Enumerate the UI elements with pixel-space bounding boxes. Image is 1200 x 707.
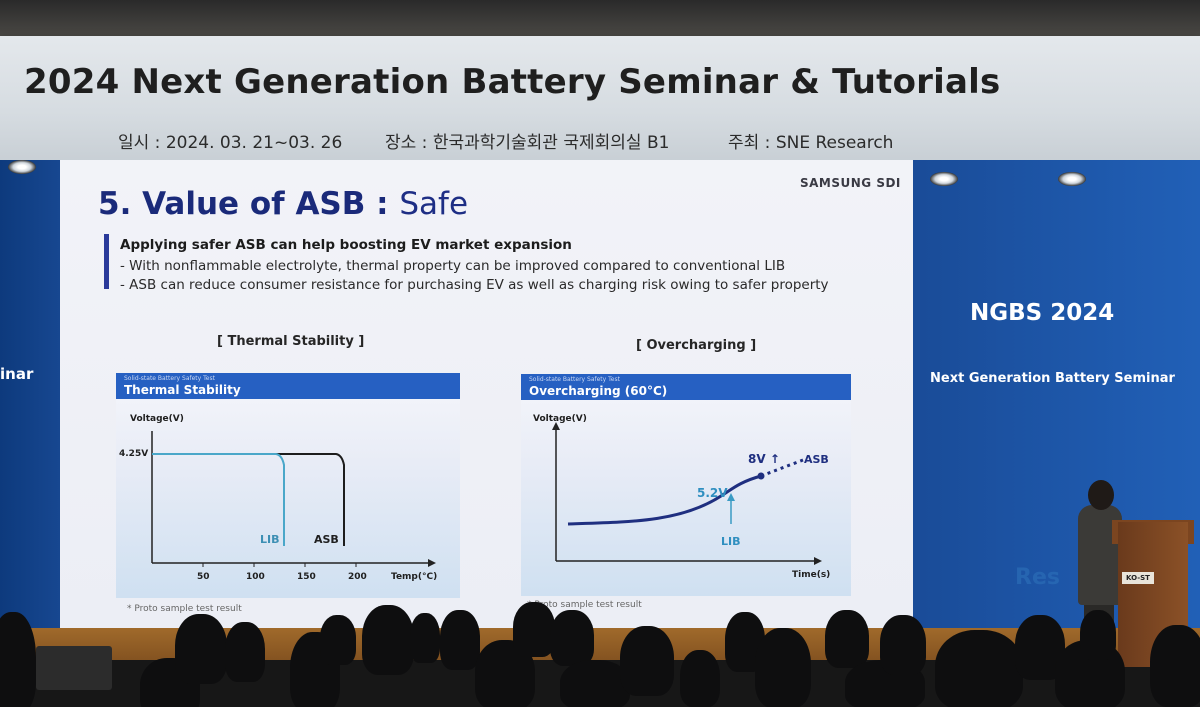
- up-arrow-icon: [727, 493, 735, 501]
- ceiling: [0, 0, 1200, 40]
- asb-voltage-label: 8V ↑: [748, 452, 780, 466]
- event-banner: [0, 36, 1200, 162]
- audience-head: [320, 615, 356, 665]
- audience-head: [1150, 625, 1200, 707]
- banner-venue: 장소 : 한국과학기술회관 국제회의실 B1: [385, 133, 670, 153]
- x-tick-label: 200: [348, 572, 367, 582]
- audience-head: [225, 622, 265, 682]
- slide-bullet: - With nonflammable electrolyte, thermal…: [120, 258, 786, 274]
- y-axis-label: Voltage(V): [533, 414, 587, 424]
- presenter-head: [1088, 480, 1114, 510]
- stage-light-icon: [930, 172, 958, 186]
- panel-header-label: Overcharging (60°C): [529, 384, 668, 398]
- x-axis-label: Time(s): [792, 570, 831, 580]
- x-axis-arrow-icon: [814, 557, 822, 565]
- slide-bullet: - ASB can reduce consumer resistance for…: [120, 277, 829, 293]
- audience-head: [440, 610, 480, 670]
- podium-badge: KO-ST: [1122, 572, 1154, 584]
- lib-line: [152, 453, 285, 546]
- ngbs-subtitle: Next Generation Battery Seminar: [930, 371, 1175, 386]
- slide-title-sub: Safe: [399, 186, 469, 222]
- x-tick-label: 100: [246, 572, 265, 582]
- stage-monitor-speaker: [36, 646, 112, 690]
- panel-header-label: Thermal Stability: [124, 383, 241, 397]
- screen-left-edge-text: inar: [0, 365, 34, 383]
- stage-light-icon: [8, 160, 36, 174]
- audience-head: [362, 605, 414, 675]
- ngbs-title: NGBS 2024: [970, 300, 1115, 326]
- series-label-lib: LIB: [721, 535, 741, 548]
- y-axis-label: Voltage(V): [130, 414, 184, 424]
- charge-curve: [567, 474, 762, 526]
- asb-point: [757, 472, 765, 480]
- asb-dotted-extension: [760, 458, 804, 478]
- slide-title-colon: :: [365, 186, 400, 222]
- stage-light-icon: [1058, 172, 1086, 186]
- banner-title: 2024 Next Generation Battery Seminar & T…: [24, 62, 1001, 102]
- thermal-chart-svg: [151, 431, 436, 567]
- slide-headline: Applying safer ASB can help boosting EV …: [120, 237, 572, 253]
- screen-brand-text: Res: [1015, 565, 1060, 590]
- banner-date: 일시 : 2024. 03. 21~03. 26: [118, 133, 343, 153]
- audience-head: [550, 610, 594, 666]
- thermal-chart-panel: Solid-state Battery Safety Test Thermal …: [116, 373, 460, 598]
- chart-caption: [ Overcharging ]: [636, 338, 757, 353]
- x-axis-label: Temp(°C): [391, 572, 438, 582]
- accent-bar: [104, 234, 109, 289]
- audience-head: [0, 612, 36, 707]
- audience-head: [175, 614, 227, 684]
- slide-title: 5. Value of ASB : Safe: [98, 186, 468, 222]
- banner-host: 주최 : SNE Research: [728, 133, 894, 153]
- x-tick-label: 150: [297, 572, 316, 582]
- y-tick-label: 4.25V: [119, 449, 149, 459]
- audience-head: [755, 628, 811, 707]
- panel-small-header: Solid-state Battery Safety Test: [529, 376, 620, 383]
- panel-header: Solid-state Battery Safety Test Thermal …: [116, 373, 460, 399]
- audience-head: [825, 610, 869, 668]
- y-axis-arrow-icon: [552, 422, 560, 430]
- audience-head: [620, 626, 674, 696]
- audience-head: [513, 602, 555, 657]
- slide-title-main: 5. Value of ASB: [98, 186, 366, 222]
- company-logo: SAMSUNG SDI: [800, 176, 901, 190]
- lib-voltage-label: 5.2V: [697, 486, 728, 500]
- series-label-asb: ASB: [804, 453, 829, 466]
- x-tick-label: 50: [197, 572, 210, 582]
- overcharging-chart-panel: Solid-state Battery Safety Test Overchar…: [521, 374, 851, 596]
- chart-footnote: * Proto sample test result: [127, 604, 242, 614]
- chart-caption: [ Thermal Stability ]: [217, 334, 365, 349]
- panel-small-header: Solid-state Battery Safety Test: [124, 375, 215, 382]
- chart-footnote: * Proto sample test result: [527, 600, 642, 610]
- audience-head: [410, 613, 440, 663]
- overcharging-chart-svg: [552, 422, 822, 565]
- series-label-lib: LIB: [260, 533, 280, 546]
- audience-head: [1080, 610, 1116, 660]
- x-axis-arrow-icon: [428, 559, 436, 567]
- series-label-asb: ASB: [314, 533, 339, 546]
- panel-header: Solid-state Battery Safety Test Overchar…: [521, 374, 851, 400]
- asb-line: [152, 453, 345, 546]
- audience-head: [935, 630, 1023, 707]
- audience-head: [880, 615, 926, 675]
- audience-head: [680, 650, 720, 707]
- audience-head: [560, 660, 630, 707]
